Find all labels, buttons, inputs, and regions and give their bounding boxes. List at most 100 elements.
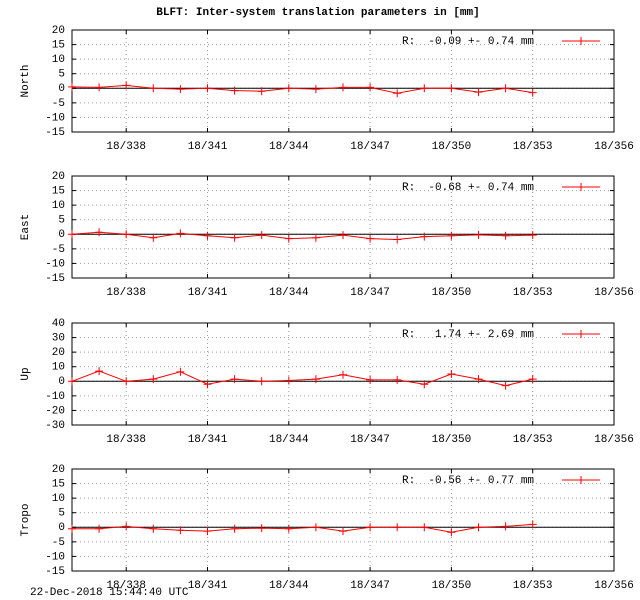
x-tick-label: 18/344 — [269, 141, 309, 153]
point — [393, 235, 402, 244]
point — [528, 88, 537, 97]
point — [95, 524, 104, 533]
x-tick-label: 18/341 — [188, 287, 228, 299]
y-tick-label: -10 — [45, 391, 65, 403]
series-line — [71, 84, 533, 94]
y-tick-label: 15 — [52, 478, 65, 490]
y-tick-label: 15 — [52, 39, 65, 51]
x-tick-label: 18/344 — [269, 580, 309, 592]
x-tick-label: 18/338 — [106, 141, 146, 153]
legend-label: R: 1.74 +- 2.69 mm — [402, 329, 534, 341]
y-tick-label: 10 — [52, 54, 65, 66]
legend-marker — [577, 330, 585, 338]
point — [447, 528, 456, 537]
point — [311, 85, 320, 94]
point — [420, 523, 429, 532]
point — [420, 84, 429, 93]
point — [176, 229, 185, 238]
footer: 22-Dec-2018 15:44:40 UTC — [30, 587, 189, 599]
point — [95, 367, 104, 376]
legend-marker — [577, 183, 585, 191]
y-tick-label: 20 — [52, 347, 65, 359]
point — [474, 375, 483, 384]
point — [257, 87, 266, 96]
point — [284, 234, 293, 243]
point — [230, 375, 239, 384]
y-tick-label: 0 — [58, 376, 65, 388]
x-tick-label: 18/350 — [432, 434, 472, 446]
point — [284, 84, 293, 93]
x-tick-label: 18/338 — [106, 434, 146, 446]
point — [447, 84, 456, 93]
y-tick-label: -30 — [45, 420, 65, 432]
title: BLFT: Inter-system translation parameter… — [156, 7, 479, 19]
point — [122, 377, 131, 386]
point — [528, 375, 537, 384]
point — [284, 376, 293, 385]
plot-frame — [71, 468, 615, 572]
point — [501, 522, 510, 531]
y-tick-label: -15 — [45, 273, 65, 285]
plot-frame — [71, 322, 615, 426]
series-line — [71, 231, 533, 241]
point — [149, 84, 158, 93]
point — [203, 84, 212, 93]
point — [528, 231, 537, 240]
point — [68, 524, 76, 533]
y-tick-label: 10 — [52, 493, 65, 505]
point — [257, 524, 266, 533]
y-tick-label: 5 — [58, 69, 65, 81]
point — [339, 527, 347, 536]
legend-marker — [577, 476, 585, 484]
x-tick-label: 18/356 — [594, 141, 634, 153]
point — [366, 375, 375, 384]
y-tick-label: 30 — [52, 332, 65, 344]
y-tick-label: 0 — [58, 83, 65, 95]
point — [68, 230, 76, 239]
y-axis-label: Up — [20, 367, 32, 380]
x-tick-label: 18/344 — [269, 434, 309, 446]
x-tick-label: 18/353 — [513, 141, 553, 153]
x-tick-label: 18/350 — [432, 287, 472, 299]
point — [311, 375, 320, 384]
x-tick-label: 18/353 — [513, 287, 553, 299]
point — [203, 380, 212, 389]
y-tick-label: 20 — [52, 171, 65, 183]
x-tick-label: 18/356 — [594, 287, 634, 299]
y-tick-label: -10 — [45, 551, 65, 563]
y-tick-label: 5 — [58, 508, 65, 520]
point — [149, 233, 158, 242]
x-tick-label: 18/353 — [513, 434, 553, 446]
point — [95, 228, 104, 237]
point — [230, 233, 239, 242]
x-tick-label: 18/350 — [432, 580, 472, 592]
point — [366, 234, 375, 243]
point — [393, 523, 402, 532]
x-tick-label: 18/347 — [350, 580, 390, 592]
y-tick-label: 5 — [58, 215, 65, 227]
y-axis-label: East — [20, 214, 32, 240]
point — [122, 230, 131, 239]
point — [339, 83, 347, 92]
point — [474, 523, 483, 532]
point — [474, 230, 483, 239]
point — [339, 231, 347, 240]
y-tick-label: -5 — [52, 98, 65, 110]
point — [203, 527, 212, 536]
y-tick-label: -15 — [45, 127, 65, 139]
y-tick-label: 0 — [58, 522, 65, 534]
series-line — [72, 523, 533, 533]
point — [501, 381, 510, 390]
point — [149, 375, 158, 384]
legend-marker — [577, 37, 585, 45]
point — [257, 377, 266, 386]
y-tick-label: -10 — [45, 112, 65, 124]
point — [284, 524, 293, 533]
point — [230, 524, 239, 533]
x-tick-label: 18/353 — [513, 580, 553, 592]
point — [257, 231, 266, 240]
x-tick-label: 18/356 — [594, 580, 634, 592]
point — [95, 83, 104, 92]
series-line — [71, 370, 533, 387]
